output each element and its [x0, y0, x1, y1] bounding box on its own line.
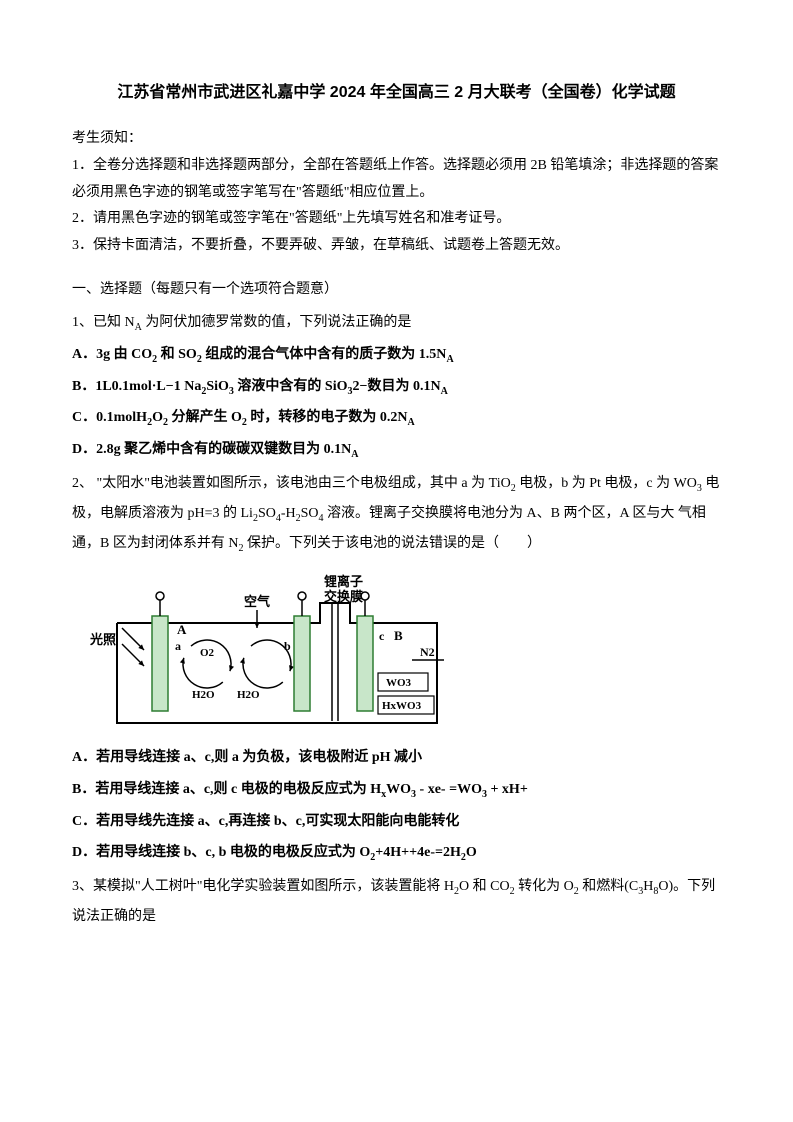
q2-option-b: B．若用导线连接 a、c,则 c 电极的电极反应式为 HxWO3 - xe- =…	[72, 775, 721, 805]
notice-item: 2．请用黑色字迹的钢笔或签字笔在"答题纸"上先填写姓名和准考证号。	[72, 206, 721, 233]
text: O	[466, 845, 477, 860]
text: O 和 CO	[459, 879, 510, 894]
q1-stem: 1、已知 NA 为阿伏加德罗常数的值，下列说法正确的是	[72, 308, 721, 338]
svg-text:b: b	[284, 639, 291, 653]
svg-text:H2O: H2O	[237, 689, 260, 701]
svg-text:O2: O2	[200, 647, 215, 659]
text: A．若用导线连接 a、c,则 a 为负极，该电极附近 pH 减小	[72, 750, 422, 765]
svg-text:A: A	[177, 622, 187, 637]
text: C．若用导线先连接 a、c,再连接 b、c,可实现太阳能向电能转化	[72, 814, 459, 829]
text: 和 SO	[157, 347, 197, 362]
subscript: A	[446, 354, 453, 365]
text: 3、某模拟"人工树叶"电化学实验装置如图所示，该装置能将 H	[72, 879, 454, 894]
q1-option-c: C．0.1molH2O2 分解产生 O2 时，转移的电子数为 0.2NA	[72, 403, 721, 433]
text: B．1L0.1mol·L−1 Na	[72, 379, 201, 394]
svg-text:B: B	[394, 628, 403, 643]
text: +4H++4e-=2H	[375, 845, 461, 860]
text: D．若用导线连接 b、c, b 电极的电极反应式为 O	[72, 845, 370, 860]
text: 转化为 O	[515, 879, 574, 894]
battery-diagram-svg: 光照 aA O2 H2O 空气 H2O b 锂离子交换膜 cB N2 WO3 HxWO3	[72, 568, 452, 733]
text: + xH+	[487, 782, 528, 797]
q1-stem-text2: 为阿伏加德罗常数的值，下列说法正确的是	[142, 315, 412, 330]
text: 电极，b 为 Pt 电极，c 为 WO	[516, 476, 697, 491]
q1-option-d: D．2.8g 聚乙烯中含有的碳碳双键数目为 0.1NA	[72, 435, 721, 465]
q1-option-b: B．1L0.1mol·L−1 Na2SiO3 溶液中含有的 SiO32−数目为 …	[72, 372, 721, 402]
q1-option-a: A．3g 由 CO2 和 SO2 组成的混合气体中含有的质子数为 1.5NA	[72, 340, 721, 370]
subscript: A	[351, 449, 358, 460]
text: C．0.1molH	[72, 410, 147, 425]
text: WO	[386, 782, 411, 797]
text: 组成的混合气体中含有的质子数为 1.5N	[202, 347, 447, 362]
q2-stem: 2、 "太阳水"电池装置如图所示，该电池由三个电极组成，其中 a 为 TiO2 …	[72, 469, 721, 558]
section-header: 一、选择题（每题只有一个选项符合题意）	[72, 277, 721, 304]
text: 时，转移的电子数为 0.2N	[247, 410, 408, 425]
text: 分解产生 O	[168, 410, 242, 425]
svg-text:a: a	[175, 639, 181, 653]
q1-stem-text: 1、已知 N	[72, 315, 135, 330]
text: SO	[301, 506, 319, 521]
q2-option-a: A．若用导线连接 a、c,则 a 为负极，该电极附近 pH 减小	[72, 743, 721, 772]
notice-header: 考生须知：	[72, 126, 721, 153]
subscript: A	[135, 322, 142, 333]
text: 和燃料(C	[579, 879, 639, 894]
q2-option-c: C．若用导线先连接 a、c,再连接 b、c,可实现太阳能向电能转化	[72, 807, 721, 836]
text: 保护。下列关于该电池的说法错误的是（ ）	[243, 536, 541, 551]
text: 溶液中含有的 SiO	[234, 379, 348, 394]
svg-text:N2: N2	[420, 645, 435, 659]
svg-text:交换膜: 交换膜	[324, 589, 363, 604]
svg-text:H2O: H2O	[192, 689, 215, 701]
text: B．若用导线连接 a、c,则 c 电极的电极反应式为 H	[72, 782, 381, 797]
subscript: A	[441, 385, 448, 396]
subscript: A	[407, 417, 414, 428]
svg-text:光照: 光照	[89, 632, 116, 647]
text: -H	[281, 506, 296, 521]
text: A．3g 由 CO	[72, 347, 152, 362]
svg-text:WO3: WO3	[386, 677, 412, 689]
text: 2−数目为 0.1N	[352, 379, 440, 394]
q2-diagram: 光照 aA O2 H2O 空气 H2O b 锂离子交换膜 cB N2 WO3 HxWO3	[72, 568, 721, 733]
text: 2、 "太阳水"电池装置如图所示，该电池由三个电极组成，其中 a 为 TiO	[72, 476, 511, 491]
svg-text:锂离子: 锂离子	[324, 574, 363, 589]
svg-text:c: c	[379, 629, 385, 643]
svg-text:HxWO3: HxWO3	[382, 700, 422, 712]
text: SiO	[206, 379, 229, 394]
text: SO	[258, 506, 276, 521]
svg-text:空气: 空气	[244, 594, 270, 609]
exam-title: 江苏省常州市武进区礼嘉中学 2024 年全国高三 2 月大联考（全国卷）化学试题	[72, 78, 721, 108]
notice-item: 1．全卷分选择题和非选择题两部分，全部在答题纸上作答。选择题必须用 2B 铅笔填…	[72, 153, 721, 206]
text: - xe- =WO	[416, 782, 482, 797]
text: H	[643, 879, 653, 894]
text: O	[152, 410, 163, 425]
q3-stem: 3、某模拟"人工树叶"电化学实验装置如图所示，该装置能将 H2O 和 CO2 转…	[72, 872, 721, 931]
text: D．2.8g 聚乙烯中含有的碳碳双键数目为 0.1N	[72, 442, 351, 457]
notice-item: 3．保持卡面清洁，不要折叠，不要弄破、弄皱，在草稿纸、试题卷上答题无效。	[72, 233, 721, 260]
q2-option-d: D．若用导线连接 b、c, b 电极的电极反应式为 O2+4H++4e-=2H2…	[72, 838, 721, 868]
